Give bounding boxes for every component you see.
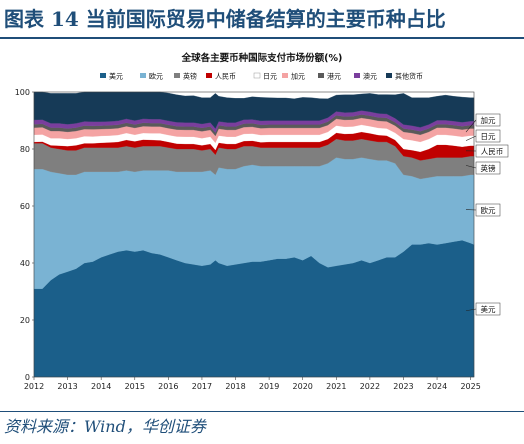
legend-label-usd: 美元 [109, 72, 123, 81]
legend-label-other: 其他货币 [395, 72, 423, 81]
callout-box [475, 302, 501, 316]
legend-label-aud: 澳元 [363, 72, 377, 81]
callout-leader [465, 119, 477, 133]
callout-leader [465, 165, 477, 169]
chart-title: 全球各主要币种国际支付市场份额(%) [181, 52, 343, 64]
callout-label-cny: 人民币 [481, 147, 504, 156]
x-tick-label: 2014 [91, 382, 111, 391]
callout-label-jpy: 日元 [481, 132, 496, 141]
callout-box [475, 129, 501, 143]
y-tick-label: 100 [15, 88, 30, 97]
x-tick-label: 2016 [158, 382, 178, 391]
callout-leader [465, 308, 477, 312]
area-series-group [33, 91, 475, 378]
x-tick-label: 2017 [192, 382, 212, 391]
legend-swatch-aud [354, 73, 360, 78]
x-tick-label: 2021 [326, 382, 346, 391]
x-tick-label: 2023 [393, 382, 413, 391]
legend-label-eur: 欧元 [149, 72, 163, 81]
source-note: 资料来源：Wind，华创证券 [4, 417, 206, 436]
legend-label-cny: 人民币 [215, 73, 236, 81]
plot-frame [33, 91, 475, 378]
y-tick-label: 60 [20, 202, 30, 211]
x-tick-label: 2018 [225, 382, 245, 391]
x-tick-label: 2015 [125, 382, 145, 391]
legend-swatch-gbp [174, 73, 180, 78]
x-tick-label: 2020 [293, 382, 313, 391]
footer-divider [0, 411, 524, 412]
chart-axes: 0 20 40 60 80 100 2012 2013 2014 2015 2016 2017 2018… [15, 88, 481, 391]
legend-swatch-hkd [318, 73, 324, 78]
title-divider [0, 37, 524, 39]
legend-swatch-cny [206, 73, 212, 78]
callout-label-eur: 欧元 [481, 205, 496, 215]
y-tick-label: 0 [25, 373, 30, 382]
legend-label-gbp: 英镑 [183, 72, 197, 81]
y-tick-label: 20 [20, 316, 30, 325]
callout-box [475, 161, 501, 175]
callout-label-cad: 加元 [481, 115, 496, 125]
x-tick-label: 2012 [24, 382, 44, 391]
legend-swatch-other [386, 73, 392, 78]
chart-legend: 美元 欧元 英镑 人民币 日元 加元 港元 澳元 其他货币 [100, 72, 423, 81]
callout-box [475, 113, 501, 127]
stacked-area-chart: 全球各主要币种国际支付市场份额(%) 美元 欧元 英镑 人民币 日元 加元 港元 澳元 其他货币… [15, 52, 509, 391]
x-tick-label: 2019 [259, 382, 279, 391]
legend-label-hkd: 港元 [327, 72, 341, 81]
legend-label-jpy: 日元 [263, 73, 277, 81]
callout-label-usd: 美元 [481, 304, 496, 314]
x-tick-label: 2013 [57, 382, 77, 391]
legend-label-cad: 加元 [291, 72, 305, 81]
y-tick-label: 40 [20, 259, 30, 268]
legend-swatch-usd [100, 73, 106, 78]
x-tick-label: 2022 [360, 382, 380, 391]
x-tick-label: 2024 [427, 382, 447, 391]
legend-swatch-eur [140, 73, 146, 78]
callout-label-gbp: 英镑 [481, 163, 496, 173]
callout-leader [465, 135, 477, 141]
x-tick-label: 2025 [460, 382, 480, 391]
y-tick-label: 80 [20, 145, 30, 154]
legend-swatch-jpy [253, 72, 261, 79]
figure-title: 图表 14 当前国际贸易中储备结算的主要币种占比 [4, 7, 446, 31]
legend-swatch-cad [282, 73, 288, 78]
callout-box [475, 144, 509, 158]
callout-box [475, 203, 501, 217]
